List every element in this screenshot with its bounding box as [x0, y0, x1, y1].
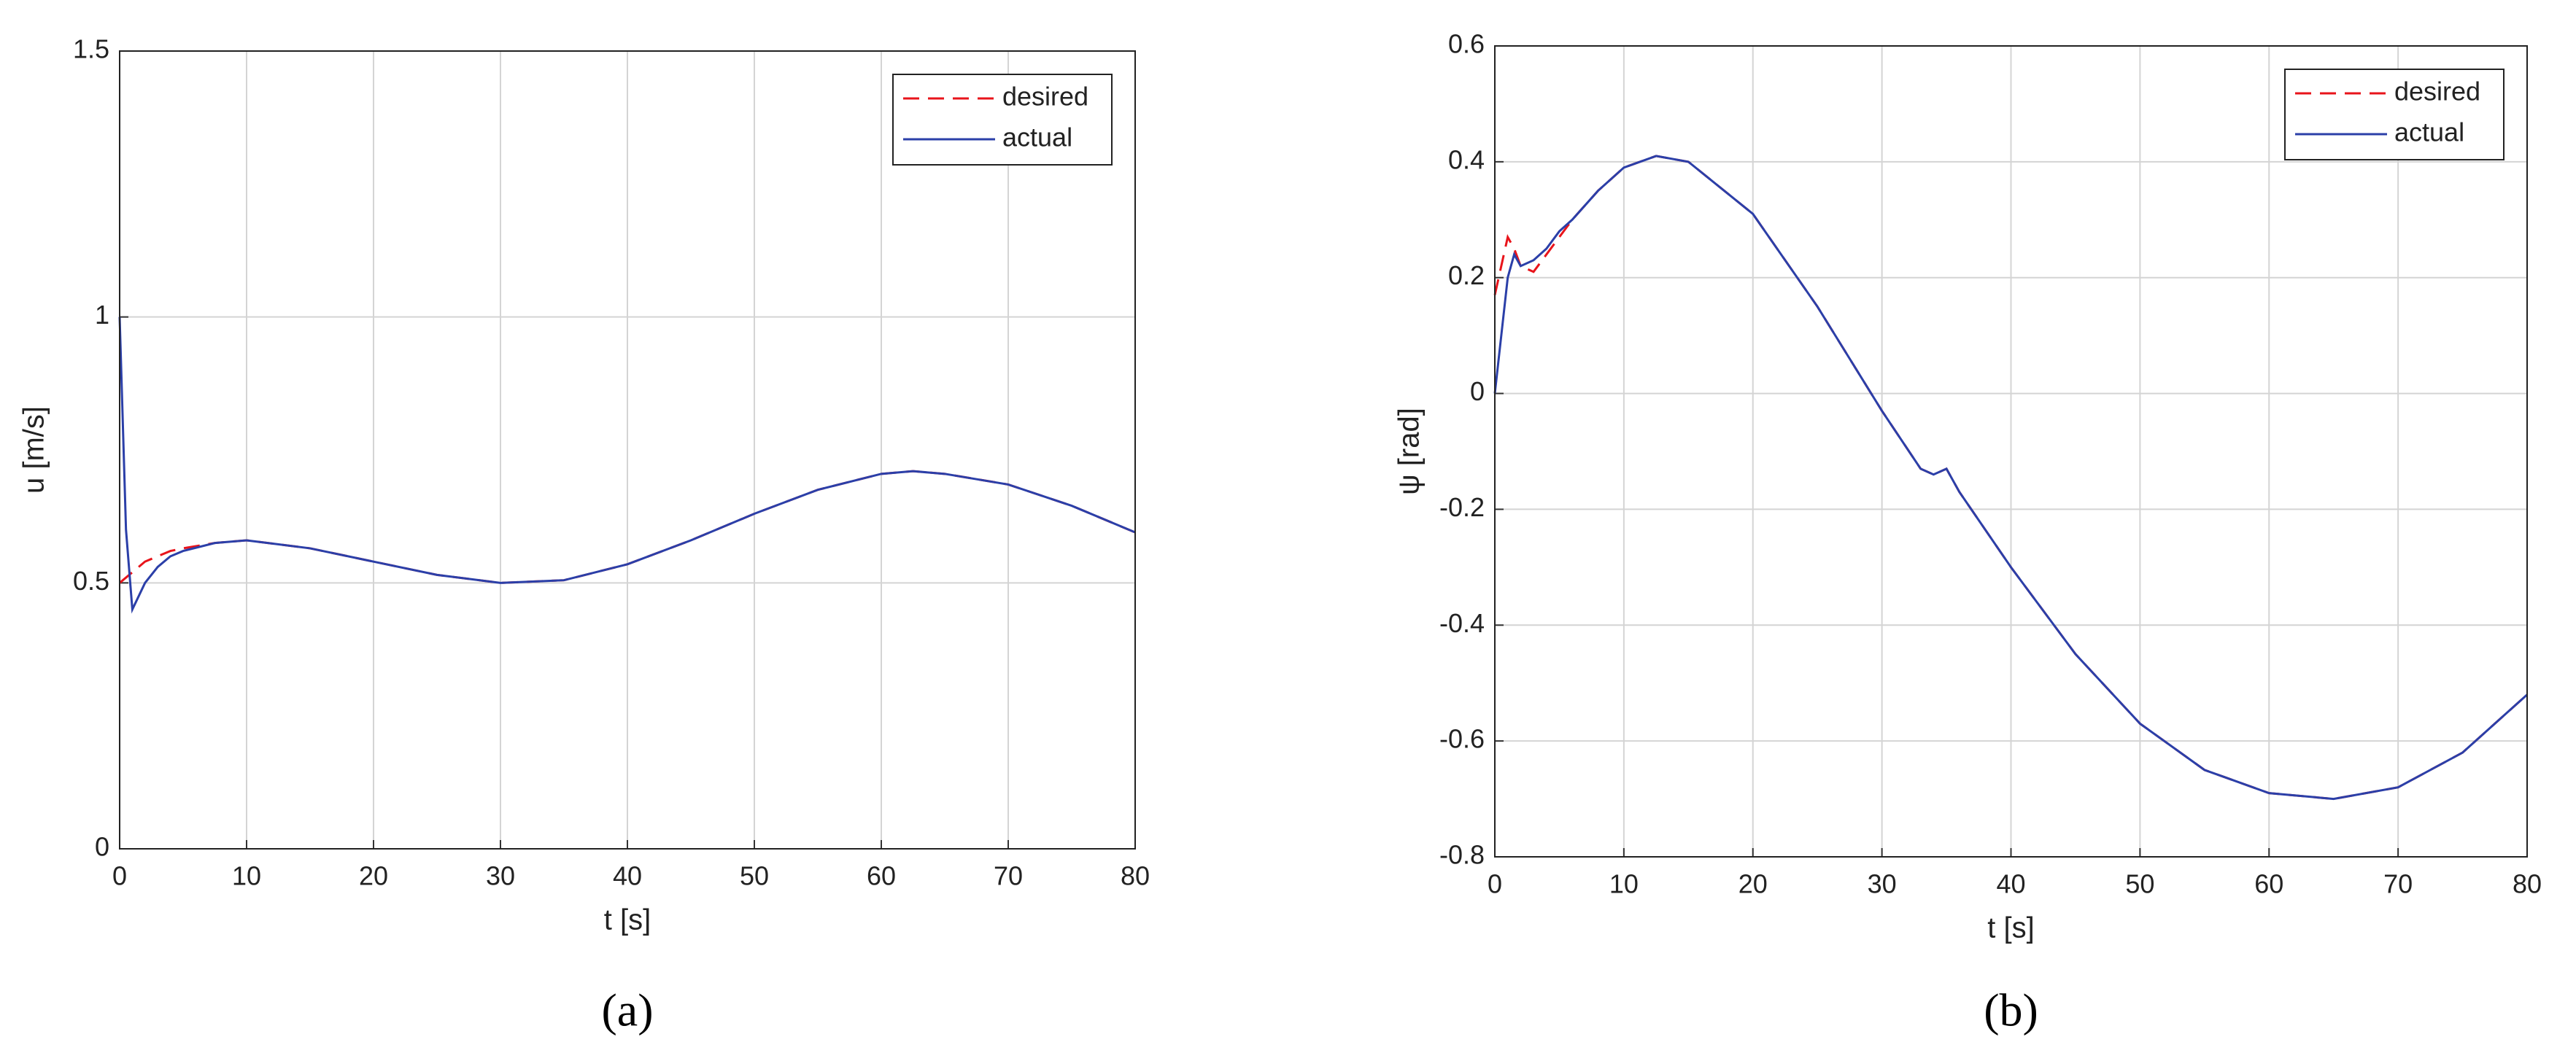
data-line — [118, 316, 1136, 614]
legend: desired actual — [892, 74, 1113, 166]
x-tick-label: 50 — [2125, 869, 2154, 899]
legend-label: desired — [2394, 77, 2480, 106]
x-tick-label: 50 — [740, 861, 769, 891]
y-axis-label: ψ [rad] — [1393, 408, 1426, 495]
legend-label: actual — [2394, 117, 2464, 147]
legend-label: actual — [1002, 123, 1072, 152]
x-tick-label: 10 — [1609, 869, 1639, 899]
y-tick-label: 0 — [95, 832, 109, 862]
legend-box — [2284, 69, 2505, 160]
y-tick-label: -0.2 — [1439, 492, 1485, 522]
legend-label: desired — [1002, 82, 1088, 112]
caption: (b) — [1984, 984, 2038, 1036]
x-tick-label: 0 — [1488, 869, 1502, 899]
y-tick-label: 0.5 — [73, 566, 109, 596]
y-tick-label: -0.6 — [1439, 724, 1485, 754]
caption: (a) — [601, 984, 653, 1036]
x-tick-label: 40 — [613, 861, 642, 891]
chart: 0 10 20 30 40 50 60 70 80 -0.8 -0.6 -0.4 -0.2 0 0.2 0.4… — [1393, 29, 2542, 1036]
x-tick-label: 30 — [1868, 869, 1897, 899]
y-axis-label: u [m/s] — [18, 406, 50, 494]
y-tick-label: 1 — [95, 300, 109, 330]
y-tick-label: 0 — [1470, 376, 1485, 406]
x-tick-label: 80 — [1121, 861, 1150, 891]
x-axis-label: t [s] — [1987, 912, 2034, 944]
x-tick-label: 70 — [994, 861, 1023, 891]
chart: 0 10 20 30 40 50 60 70 80 0 0.5 1 1.5 t [s] u [m/s] (a)… — [18, 34, 1150, 1036]
x-tick-label: 10 — [232, 861, 261, 891]
y-tick-label: 0.2 — [1448, 260, 1485, 290]
data-line — [1493, 155, 2529, 801]
y-tick-label: 0.6 — [1448, 29, 1485, 59]
x-tick-label: 20 — [1738, 869, 1768, 899]
legend: desired actual — [2284, 69, 2505, 160]
x-tick-label: 80 — [2513, 869, 2542, 899]
y-tick-label: 0.4 — [1448, 144, 1485, 174]
x-tick-label: 20 — [359, 861, 388, 891]
x-tick-label: 60 — [2254, 869, 2283, 899]
x-tick-label: 70 — [2383, 869, 2413, 899]
x-tick-label: 0 — [112, 861, 127, 891]
x-tick-label: 40 — [1996, 869, 2025, 899]
y-tick-label: -0.4 — [1439, 608, 1485, 638]
x-tick-label: 60 — [867, 861, 896, 891]
x-axis-label: t [s] — [604, 904, 651, 936]
y-tick-label: 1.5 — [73, 34, 109, 64]
legend-box — [892, 74, 1113, 166]
y-tick-label: -0.8 — [1439, 840, 1485, 870]
axes-frame — [1494, 45, 2528, 858]
axes-frame — [119, 50, 1136, 850]
x-tick-label: 30 — [486, 861, 515, 891]
